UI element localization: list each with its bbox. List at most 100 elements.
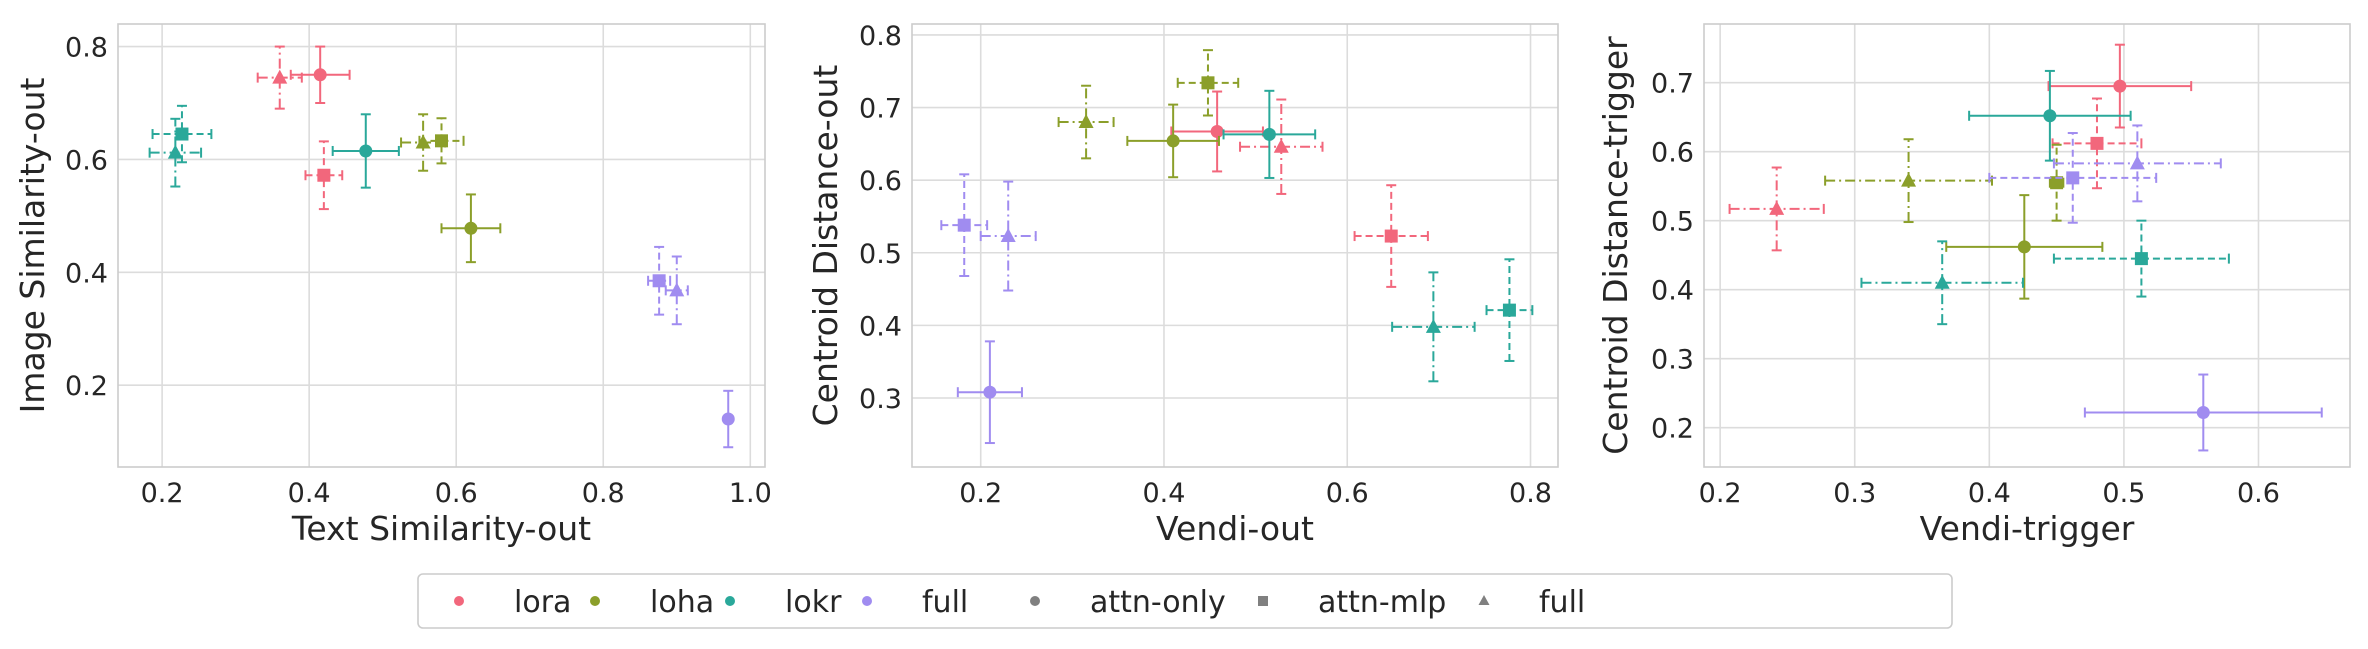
point-lokr-attn-only <box>1222 89 1317 179</box>
y-tick-label: 0.6 <box>1651 138 1694 169</box>
legend-marker <box>862 596 872 606</box>
y-tick-label: 0.7 <box>859 94 902 125</box>
data-marker <box>2050 176 2064 190</box>
y-tick-label: 0.8 <box>859 21 902 52</box>
data-marker <box>359 144 373 158</box>
x-tick-label: 1.0 <box>729 478 772 509</box>
point-lokr-full <box>1391 271 1476 383</box>
legend-label: full <box>1539 585 1585 620</box>
y-axis-label: Centroid Distance-trigger <box>1596 36 1635 455</box>
x-tick-label: 0.6 <box>435 478 478 509</box>
data-marker <box>1425 318 1441 333</box>
y-tick-label: 0.6 <box>65 145 108 176</box>
point-full-full <box>979 180 1037 292</box>
legend-label: lokr <box>785 585 842 620</box>
legend-marker <box>725 596 735 606</box>
data-marker <box>1201 76 1215 90</box>
x-axis-label: Text Similarity-out <box>291 509 591 548</box>
legend-marker <box>590 596 600 606</box>
x-tick-label: 0.2 <box>141 478 184 509</box>
data-marker <box>1901 172 1917 187</box>
point-lora-attn-mlp <box>2051 97 2143 190</box>
data-marker <box>2134 252 2148 266</box>
point-lora-attn-only <box>2047 43 2193 129</box>
point-lora-attn-mlp <box>304 140 344 211</box>
point-full-attn-only <box>2083 373 2323 452</box>
y-tick-label: 0.7 <box>1651 69 1694 100</box>
y-tick-label: 0.3 <box>1651 345 1694 376</box>
data-marker <box>1210 124 1224 138</box>
scatter-panel-centroid-out: 0.2 0.4 0.6 0.8 0.3 0.4 0.5 0.6 0.7 0.8 Vendi-out C… <box>806 21 1559 548</box>
point-full-attn-mlp <box>1988 132 2158 224</box>
y-tick-label: 0.6 <box>859 166 902 197</box>
point-loha-full <box>400 113 447 172</box>
legend-item-lokr: lokr <box>725 585 842 620</box>
point-full-attn-mlp <box>940 173 989 278</box>
data-marker <box>1078 114 1094 129</box>
legend-marker <box>454 596 464 606</box>
point-lokr-attn-mlp <box>2052 219 2230 298</box>
x-tick-label: 0.5 <box>2102 478 2145 509</box>
legend-marker <box>1258 596 1268 606</box>
point-lora-full <box>1728 166 1825 252</box>
legend-label: lora <box>514 585 571 620</box>
legend-item-lora: lora <box>454 585 571 620</box>
legend-item-full: full <box>1478 585 1585 620</box>
x-tick-label: 0.2 <box>1699 478 1742 509</box>
data-marker <box>1502 303 1516 317</box>
y-axis-label: Centroid Distance-out <box>806 65 845 427</box>
data-marker <box>2196 405 2210 419</box>
data-marker <box>652 274 666 288</box>
point-lokr-attn-mlp <box>1485 258 1534 362</box>
point-full-full <box>2052 124 2222 203</box>
legend-box <box>417 573 1953 629</box>
data-marker <box>2113 79 2127 93</box>
legend-label: loha <box>650 585 714 620</box>
x-axis-label: Vendi-out <box>1156 509 1314 548</box>
legend-marker <box>1030 596 1040 606</box>
legend-label: attn-only <box>1090 585 1226 620</box>
point-lokr-attn-mlp <box>151 104 213 164</box>
point-loha-attn-only <box>440 193 502 264</box>
point-full-attn-only <box>721 389 735 449</box>
point-lokr-full <box>1860 240 2024 326</box>
data-marker <box>2090 136 2104 150</box>
x-tick-label: 0.4 <box>1968 478 2011 509</box>
data-marker <box>2017 240 2031 254</box>
data-marker <box>1769 200 1785 215</box>
x-axis-label: Vendi-trigger <box>1920 509 2135 548</box>
data-marker <box>1166 134 1180 148</box>
point-lora-attn-only <box>289 45 351 105</box>
legend-item-attn-only: attn-only <box>1030 585 1226 620</box>
y-tick-label: 0.4 <box>859 311 902 342</box>
point-loha-attn-only <box>1945 194 2104 300</box>
data-marker <box>2043 109 2057 123</box>
x-tick-label: 0.2 <box>959 478 1002 509</box>
legend-item-loha: loha <box>590 585 714 620</box>
point-loha-attn-only <box>1126 103 1220 179</box>
legend-marker <box>1478 595 1490 605</box>
y-tick-label: 0.5 <box>1651 207 1694 238</box>
legend: lora loha lokr full attn-only attn-mlp full <box>417 573 1953 629</box>
data-marker <box>957 218 971 232</box>
plot-frame <box>1703 23 2351 468</box>
scatter-panel-centroid-trigger: 0.2 0.3 0.4 0.5 0.6 0.2 0.3 0.4 0.5 0.6 0.7 Vendi-t… <box>1596 23 2351 548</box>
point-lora-attn-only <box>1170 90 1264 173</box>
point-loha-attn-mlp <box>2048 143 2065 222</box>
legend-item-full: full <box>862 585 968 620</box>
data-marker <box>272 69 288 84</box>
x-tick-label: 0.8 <box>582 478 625 509</box>
legend-label: full <box>922 585 968 620</box>
point-full-full <box>664 255 689 326</box>
data-marker <box>1934 274 1950 289</box>
plot-frame <box>911 23 1559 468</box>
data-marker <box>1000 228 1016 243</box>
point-full-attn-mlp <box>647 245 672 316</box>
x-tick-label: 0.3 <box>1833 478 1876 509</box>
y-tick-label: 0.4 <box>1651 276 1694 307</box>
x-tick-label: 0.8 <box>1509 478 1552 509</box>
data-marker <box>1262 127 1276 141</box>
point-loha-full <box>1057 84 1115 160</box>
